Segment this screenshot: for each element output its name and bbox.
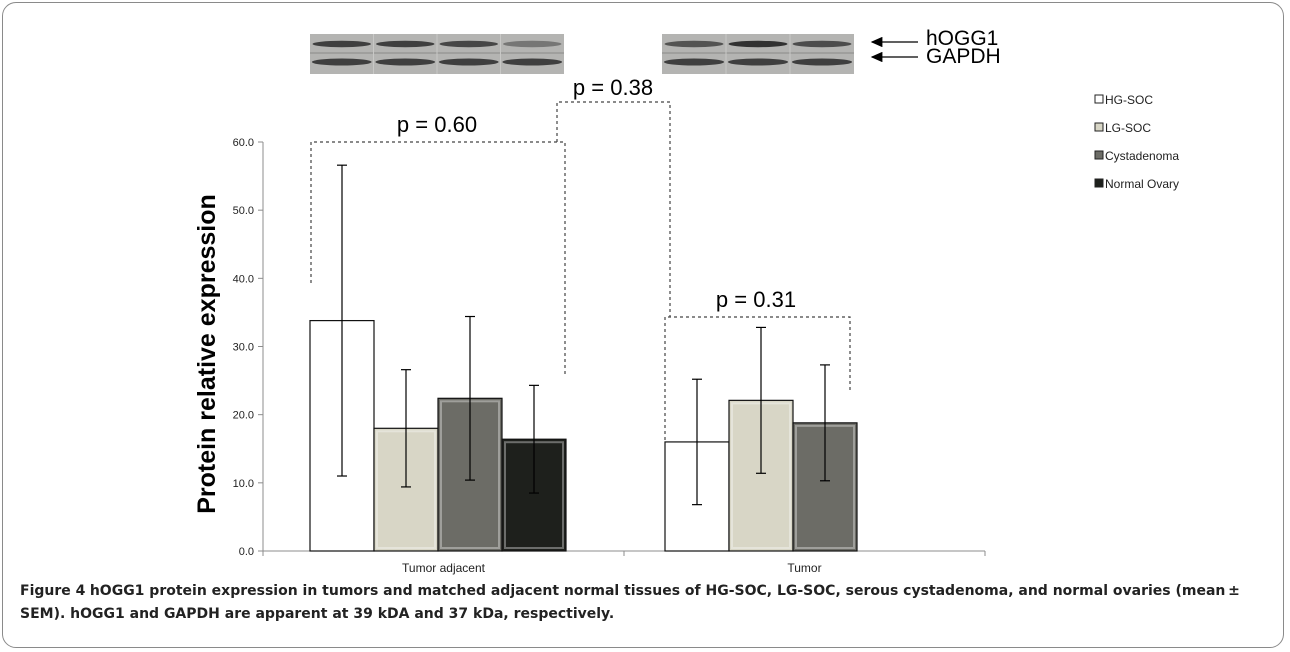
blot-band-gapdh xyxy=(375,58,436,66)
blot-band-gapdh xyxy=(663,58,725,66)
y-axis-label: Protein relative expression xyxy=(193,194,221,514)
western-blot-images xyxy=(310,34,854,74)
blot-labels: hOGG1 GAPDH xyxy=(870,27,1001,68)
chart-legend: HG-SOC LG-SOC Cystadenoma Normal Ovary xyxy=(1094,93,1179,191)
legend-swatch xyxy=(1094,178,1104,188)
legend-label: Normal Ovary xyxy=(1105,177,1179,191)
blot-band-hogg1 xyxy=(728,40,788,48)
blot-band-gapdh xyxy=(311,58,372,66)
blot-label-hogg1: hOGG1 xyxy=(926,27,998,50)
blot-band-gapdh xyxy=(502,58,563,66)
p-value-label: p = 0.38 xyxy=(573,75,653,100)
y-tick-label: 40.0 xyxy=(233,273,254,285)
y-tick-label: 30.0 xyxy=(233,342,254,354)
y-tick-label: 0.0 xyxy=(239,546,254,558)
legend-swatch xyxy=(1094,122,1104,132)
y-tick-label: 10.0 xyxy=(233,478,254,490)
p-value-label: p = 0.31 xyxy=(716,287,796,312)
bar-chart: hOGG1 GAPDH 0.0 10.0 20.0 30.0 40.0 50.0 60.0 T… xyxy=(193,27,1179,575)
significance-brackets: p = 0.60 p = 0.31 p = 0.38 xyxy=(310,75,851,440)
legend-label: HG-SOC xyxy=(1105,93,1153,107)
blot-band-hogg1 xyxy=(664,40,724,48)
legend-swatch xyxy=(1094,94,1104,104)
chart-axes: 0.0 10.0 20.0 30.0 40.0 50.0 60.0 Tumor adjacen… xyxy=(233,137,986,575)
blot-band-hogg1 xyxy=(439,40,498,48)
x-tick-label: Tumor adjacent xyxy=(402,561,486,575)
blot-band-gapdh xyxy=(438,58,499,66)
chart-bars xyxy=(309,319,858,552)
y-tick-label: 60.0 xyxy=(233,137,254,149)
blot-band-hogg1 xyxy=(503,40,562,48)
x-tick-label: Tumor xyxy=(787,561,821,575)
blot-band-hogg1 xyxy=(312,40,371,48)
legend-swatch xyxy=(1094,150,1104,160)
y-tick-label: 50.0 xyxy=(233,205,254,217)
blot-strip xyxy=(662,34,854,74)
chart-error-bars xyxy=(337,164,830,506)
blot-band-gapdh xyxy=(791,58,853,66)
figure-caption: Figure 4 hOGG1 protein expression in tum… xyxy=(20,580,1270,626)
p-value-label: p = 0.60 xyxy=(397,112,477,137)
legend-label: Cystadenoma xyxy=(1105,149,1179,163)
y-tick-label: 20.0 xyxy=(233,410,254,422)
blot-label-gapdh: GAPDH xyxy=(926,45,1001,68)
bracket-between xyxy=(556,101,671,317)
legend-label: LG-SOC xyxy=(1105,121,1151,135)
caption-text: hOGG1 protein expression in tumors and m… xyxy=(20,583,1243,622)
bracket-tumor xyxy=(664,316,851,440)
blot-band-gapdh xyxy=(727,58,789,66)
blot-band-hogg1 xyxy=(792,40,852,48)
figure-label: Figure 4 xyxy=(20,583,86,599)
bracket-tumor-adjacent xyxy=(310,141,566,377)
blot-band-hogg1 xyxy=(376,40,435,48)
